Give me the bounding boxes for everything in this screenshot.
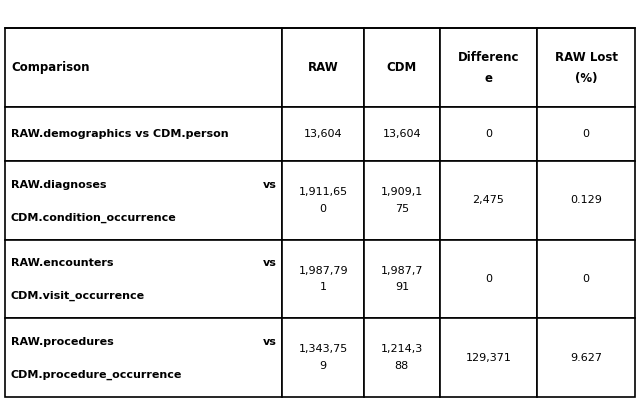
- Bar: [282, 240, 364, 318]
- Text: Differenc
e: Differenc e: [458, 51, 519, 85]
- Text: vs: vs: [262, 337, 276, 347]
- Bar: [537, 161, 635, 240]
- Text: 13,604: 13,604: [383, 129, 421, 139]
- Bar: [364, 318, 440, 397]
- Bar: [282, 107, 364, 161]
- Bar: [440, 318, 537, 397]
- Text: 1,214,3
88: 1,214,3 88: [381, 344, 423, 371]
- Bar: [282, 318, 364, 397]
- Text: 1,343,75
9: 1,343,75 9: [298, 344, 348, 371]
- Text: CDM: CDM: [387, 61, 417, 74]
- Text: CDM.condition_occurrence: CDM.condition_occurrence: [11, 213, 177, 223]
- Text: 1,987,7
91: 1,987,7 91: [381, 266, 423, 292]
- Text: CDM.visit_occurrence: CDM.visit_occurrence: [11, 291, 145, 302]
- Text: Comparison: Comparison: [11, 61, 90, 74]
- Text: RAW.diagnoses: RAW.diagnoses: [11, 180, 106, 190]
- Bar: [5, 318, 282, 397]
- Bar: [537, 318, 635, 397]
- Bar: [364, 161, 440, 240]
- Bar: [282, 161, 364, 240]
- Bar: [440, 107, 537, 161]
- Bar: [440, 161, 537, 240]
- Text: CDM.procedure_occurrence: CDM.procedure_occurrence: [11, 370, 182, 380]
- Text: RAW Lost
(%): RAW Lost (%): [555, 51, 618, 85]
- Text: RAW.procedures: RAW.procedures: [11, 337, 114, 347]
- Bar: [5, 28, 282, 107]
- Text: 0: 0: [582, 274, 589, 284]
- Text: 0: 0: [485, 274, 492, 284]
- Text: 1,911,65
0: 1,911,65 0: [299, 187, 348, 214]
- Text: 1,909,1
75: 1,909,1 75: [381, 187, 423, 214]
- Text: RAW.demographics vs CDM.person: RAW.demographics vs CDM.person: [11, 129, 228, 139]
- Text: 2,475: 2,475: [472, 195, 504, 205]
- Text: 0.129: 0.129: [570, 195, 602, 205]
- Bar: [440, 240, 537, 318]
- Text: RAW.encounters: RAW.encounters: [11, 258, 113, 268]
- Bar: [364, 240, 440, 318]
- Bar: [537, 107, 635, 161]
- Bar: [282, 28, 364, 107]
- Text: RAW: RAW: [308, 61, 339, 74]
- Bar: [537, 28, 635, 107]
- Bar: [364, 28, 440, 107]
- Text: 9.627: 9.627: [570, 352, 602, 363]
- Text: 129,371: 129,371: [465, 352, 511, 363]
- Text: 1,987,79
1: 1,987,79 1: [298, 266, 348, 292]
- Text: 0: 0: [582, 129, 589, 139]
- Text: vs: vs: [262, 180, 276, 190]
- Bar: [5, 240, 282, 318]
- Bar: [440, 28, 537, 107]
- Bar: [5, 161, 282, 240]
- Bar: [5, 107, 282, 161]
- Text: 13,604: 13,604: [304, 129, 342, 139]
- Bar: [364, 107, 440, 161]
- Bar: [537, 240, 635, 318]
- Text: 0: 0: [485, 129, 492, 139]
- Text: vs: vs: [262, 258, 276, 268]
